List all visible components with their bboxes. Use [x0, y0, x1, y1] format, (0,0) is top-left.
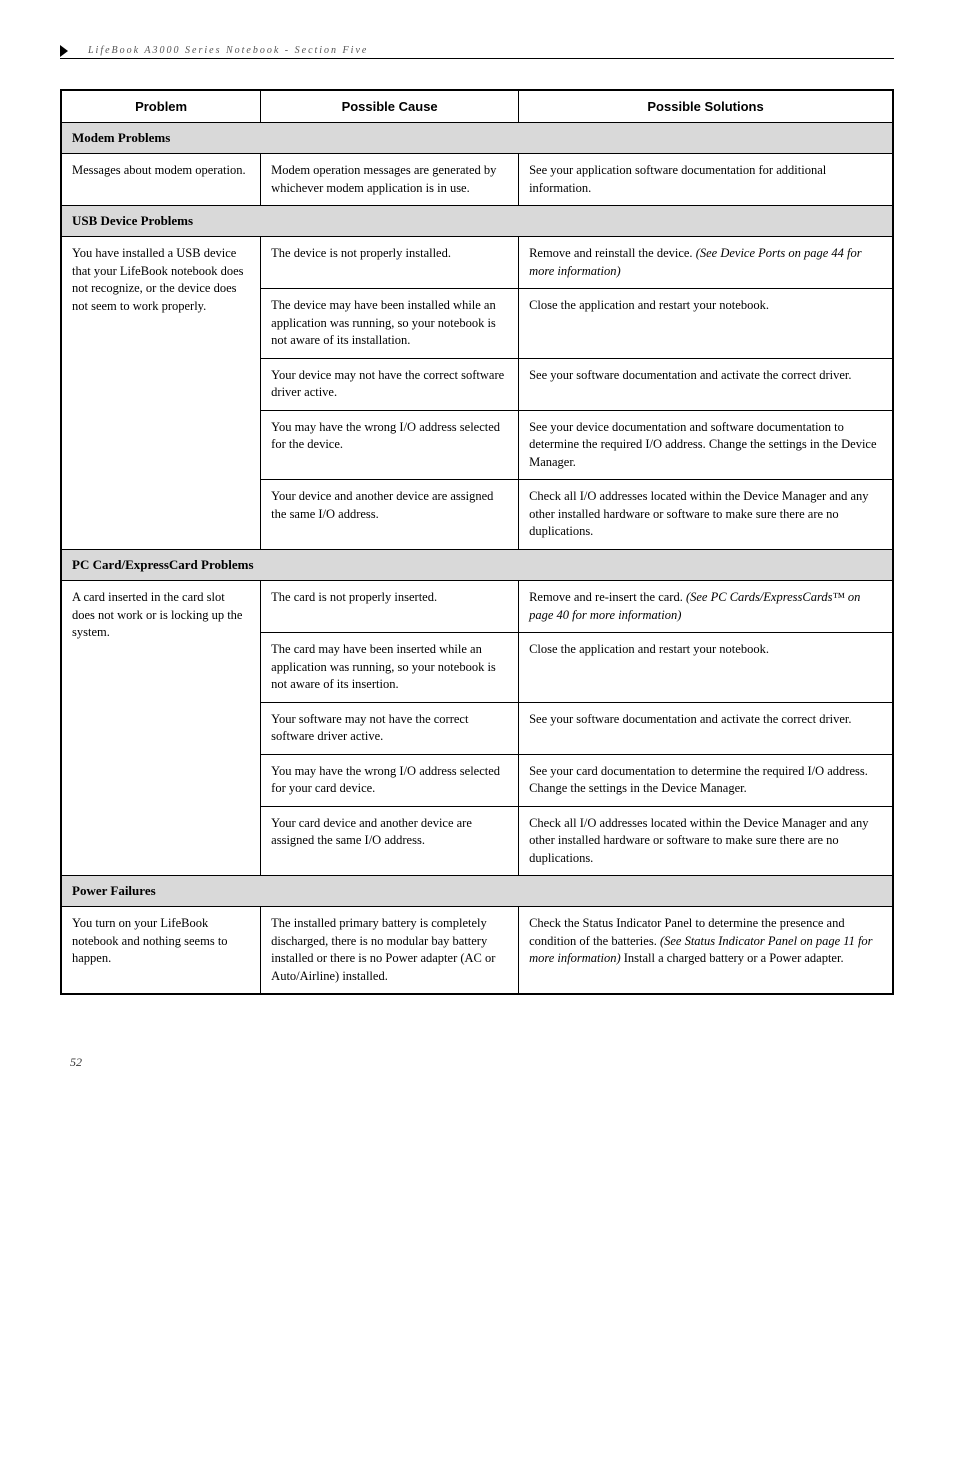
cell-solution: Remove and reinstall the device. (See De…: [519, 237, 893, 289]
cell-cause: Your device and another device are assig…: [261, 480, 519, 550]
section-power: Power Failures: [61, 876, 893, 907]
cell-cause: The device is not properly installed.: [261, 237, 519, 289]
cell-cause: The installed primary battery is complet…: [261, 907, 519, 995]
cell-solution: See your application software documentat…: [519, 154, 893, 206]
breadcrumb-text: LifeBook A3000 Series Notebook - Section…: [88, 45, 368, 56]
section-pccard-label: PC Card/ExpressCard Problems: [61, 549, 893, 580]
section-power-label: Power Failures: [61, 876, 893, 907]
breadcrumb-wrapper: LifeBook A3000 Series Notebook - Section…: [60, 40, 894, 58]
breadcrumb-divider: [60, 58, 894, 59]
header-cause: Possible Cause: [261, 90, 519, 123]
table-row: You turn on your LifeBook notebook and n…: [61, 907, 893, 995]
table-row: A card inserted in the card slot does no…: [61, 581, 893, 633]
section-modem-label: Modem Problems: [61, 123, 893, 154]
cell-problem: A card inserted in the card slot does no…: [61, 581, 261, 876]
section-usb-label: USB Device Problems: [61, 206, 893, 237]
cell-cause: You may have the wrong I/O address selec…: [261, 754, 519, 806]
table-row: Messages about modem operation. Modem op…: [61, 154, 893, 206]
cell-solution: See your card documentation to determine…: [519, 754, 893, 806]
cell-solution: See your device documentation and softwa…: [519, 410, 893, 480]
cell-solution: Check all I/O addresses located within t…: [519, 480, 893, 550]
section-usb: USB Device Problems: [61, 206, 893, 237]
cell-cause: The card is not properly inserted.: [261, 581, 519, 633]
header-problem: Problem: [61, 90, 261, 123]
cell-solution: See your software documentation and acti…: [519, 358, 893, 410]
cell-solution: Close the application and restart your n…: [519, 289, 893, 359]
cell-cause: You may have the wrong I/O address selec…: [261, 410, 519, 480]
breadcrumb-marker-icon: [60, 45, 68, 57]
cell-problem: Messages about modem operation.: [61, 154, 261, 206]
table-row: You have installed a USB device that you…: [61, 237, 893, 289]
cell-cause: The device may have been installed while…: [261, 289, 519, 359]
section-pccard: PC Card/ExpressCard Problems: [61, 549, 893, 580]
cell-cause: Your card device and another device are …: [261, 806, 519, 876]
cell-problem: You turn on your LifeBook notebook and n…: [61, 907, 261, 995]
table-header-row: Problem Possible Cause Possible Solution…: [61, 90, 893, 123]
cell-cause: Modem operation messages are generated b…: [261, 154, 519, 206]
cell-problem: You have installed a USB device that you…: [61, 237, 261, 550]
cell-cause: Your software may not have the correct s…: [261, 702, 519, 754]
cell-solution: Remove and re-insert the card. (See PC C…: [519, 581, 893, 633]
page-number: 52: [70, 1055, 894, 1070]
cell-cause: The card may have been inserted while an…: [261, 633, 519, 703]
cell-solution: Close the application and restart your n…: [519, 633, 893, 703]
cell-solution: See your software documentation and acti…: [519, 702, 893, 754]
header-solution: Possible Solutions: [519, 90, 893, 123]
cell-solution: Check all I/O addresses located within t…: [519, 806, 893, 876]
troubleshooting-table: Problem Possible Cause Possible Solution…: [60, 89, 894, 995]
cell-solution: Check the Status Indicator Panel to dete…: [519, 907, 893, 995]
section-modem: Modem Problems: [61, 123, 893, 154]
cell-cause: Your device may not have the correct sof…: [261, 358, 519, 410]
